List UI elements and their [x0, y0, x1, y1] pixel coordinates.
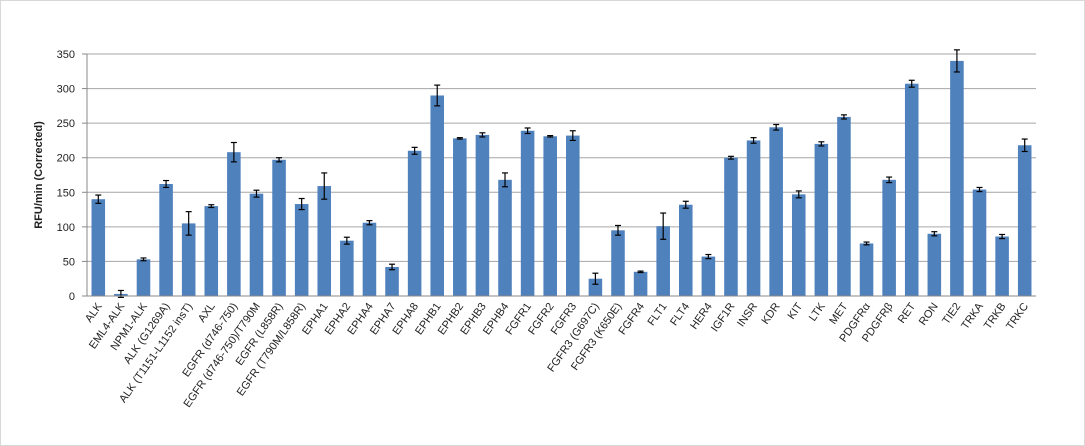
- bar: [498, 179, 512, 296]
- bar: [814, 143, 829, 296]
- bar: [656, 226, 670, 296]
- error-bar: [569, 130, 576, 142]
- error-bar: [660, 212, 667, 240]
- bar: [791, 194, 806, 296]
- bar: [746, 140, 761, 296]
- error-bar: [456, 137, 463, 140]
- error-bar: [999, 233, 1006, 240]
- error-bar: [230, 141, 237, 163]
- bar: [91, 199, 106, 296]
- error-bar: [389, 263, 396, 271]
- bar: [159, 183, 173, 296]
- bar: [407, 150, 422, 296]
- bar: [249, 193, 264, 296]
- error-bar: [524, 127, 531, 135]
- bar: [475, 134, 490, 296]
- bar: [520, 130, 535, 296]
- error-bar: [479, 132, 486, 138]
- bar: [859, 243, 874, 296]
- bar: [543, 136, 557, 296]
- y-tick-label: 50: [63, 256, 75, 268]
- bar: [972, 189, 987, 296]
- error-bar: [931, 231, 938, 237]
- bar: [611, 230, 625, 296]
- bar: [453, 138, 467, 296]
- bar: [317, 186, 332, 296]
- error-bar: [727, 155, 734, 160]
- bar: [227, 152, 241, 296]
- bar: [566, 135, 580, 296]
- error-bar: [773, 123, 780, 131]
- bar: [430, 95, 445, 296]
- error-bar: [95, 194, 102, 204]
- bar: [588, 278, 603, 296]
- bar: [769, 127, 783, 296]
- error-bar: [592, 272, 599, 285]
- bar: [136, 259, 151, 296]
- error-bar: [795, 190, 802, 199]
- bar: [340, 240, 354, 296]
- bar: [995, 236, 1009, 296]
- error-bar: [185, 211, 192, 236]
- error-bar: [637, 270, 644, 274]
- y-tick-label: 0: [69, 291, 75, 303]
- bar: [837, 116, 851, 296]
- bar: [633, 271, 648, 296]
- error-bar: [140, 257, 147, 262]
- error-bar: [1021, 138, 1028, 153]
- error-bar: [840, 114, 847, 120]
- bar: [362, 222, 377, 296]
- error-bar: [886, 176, 893, 184]
- error-bar: [818, 141, 825, 147]
- bar: [272, 159, 286, 296]
- error-bar: [614, 224, 621, 236]
- error-bar: [298, 197, 305, 211]
- y-tick-label: 100: [57, 222, 75, 234]
- error-bar: [682, 200, 689, 209]
- bar: [724, 157, 738, 296]
- bar: [1017, 145, 1032, 296]
- error-bar: [163, 179, 170, 189]
- error-bar: [253, 189, 260, 198]
- error-bar: [705, 253, 712, 260]
- bar: [294, 204, 309, 296]
- error-bar: [908, 79, 915, 88]
- bar: [678, 204, 693, 296]
- error-bar: [208, 204, 215, 209]
- bar: [181, 223, 196, 296]
- y-tick-label: 350: [57, 49, 75, 61]
- bar: [204, 206, 219, 296]
- error-bar: [976, 186, 983, 193]
- bar: [904, 83, 919, 296]
- error-bar: [863, 241, 870, 246]
- error-bar: [434, 84, 441, 107]
- y-axis-label: RFU/min (Corrected): [33, 121, 45, 229]
- error-bar: [502, 172, 509, 188]
- bar: [950, 60, 964, 296]
- bar: [882, 179, 896, 296]
- error-bar: [321, 172, 328, 200]
- y-tick-label: 200: [57, 153, 75, 165]
- error-bar: [343, 236, 350, 245]
- y-tick-label: 150: [57, 187, 75, 199]
- bar: [701, 256, 716, 296]
- bar: [385, 266, 399, 296]
- error-bar: [953, 49, 960, 73]
- y-tick-label: 300: [57, 84, 75, 96]
- error-bar: [411, 146, 418, 155]
- error-bar: [547, 134, 554, 138]
- error-bar: [366, 220, 373, 226]
- error-bar: [276, 157, 283, 163]
- bar: [927, 233, 942, 296]
- y-tick-label: 250: [57, 118, 75, 130]
- error-bar: [750, 137, 757, 144]
